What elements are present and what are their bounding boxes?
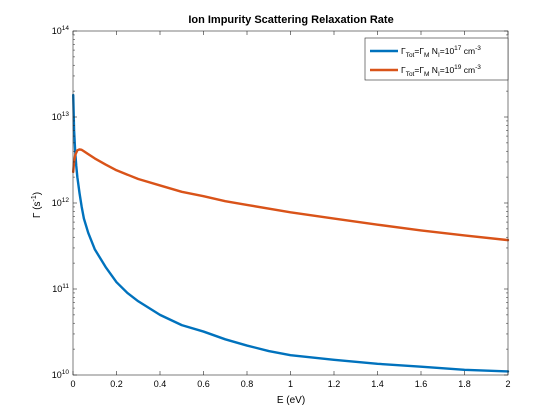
x-tick-label: 0.8 [241,379,254,389]
legend-label-1: ΓTot=ΓM NI=1017 cm-3 [401,45,481,59]
chart-title: Ion Impurity Scattering Relaxation Rate [188,14,393,26]
series-line-2 [72,148,510,242]
legend-label-2: ΓTot=ΓM NI=1019 cm-3 [401,64,481,78]
x-tick-label: 2 [505,379,510,389]
y-tick-label: 1010 [52,369,70,380]
x-tick-label: 1.4 [371,379,384,389]
y-tick-label: 1011 [52,283,69,294]
legend-box [364,37,509,81]
x-tick-label: 1.8 [458,379,471,389]
legend: ΓTot=ΓM NI=1017 cm-3 ΓTot=ΓM NI=1019 cm-3 [364,37,509,81]
x-axis-label: E (eV) [277,395,305,406]
x-tick-label: 0.2 [110,379,123,389]
y-tick-label: 1013 [52,111,70,122]
x-tick-label: 1.2 [328,379,341,389]
plot-box [73,31,508,375]
series-line-1 [72,93,510,373]
x-tick-label: 1 [288,379,293,389]
y-axis-label: Γ (s-1) [31,192,43,218]
legend-items: ΓTot=ΓM NI=1017 cm-3 ΓTot=ΓM NI=1019 cm-3 [370,45,481,78]
y-tick-label: 1012 [52,197,70,208]
x-tick-label: 0.6 [197,379,210,389]
y-axis-ticks: 1010 1011 1012 1013 1014 [52,25,508,380]
y-tick-label: 1014 [52,25,70,36]
plot-area: 0 0.2 0.4 0.6 0.8 1 1.2 1.4 1.6 1.8 2 1010 1011 1012… [52,25,511,389]
x-tick-label: 0.4 [154,379,167,389]
series-layer [72,93,510,373]
x-axis-ticks: 0 0.2 0.4 0.6 0.8 1 1.2 1.4 1.6 1.8 2 [70,31,511,389]
x-tick-label: 0 [70,379,75,389]
x-tick-label: 1.6 [415,379,428,389]
